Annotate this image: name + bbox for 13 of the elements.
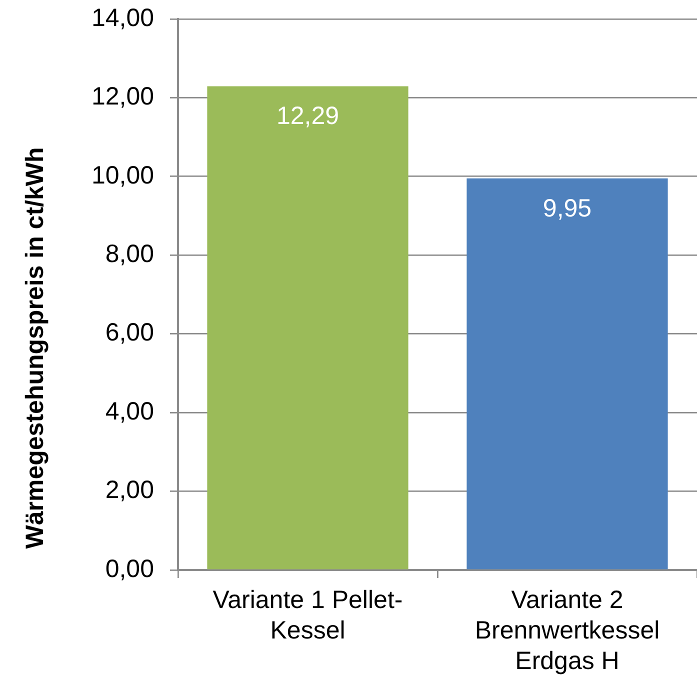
y-tick-label: 8,00: [105, 240, 154, 268]
y-tick-label: 14,00: [91, 4, 154, 32]
y-tick-label: 6,00: [105, 318, 154, 347]
data-label: 9,95: [542, 194, 592, 222]
data-label: 12,29: [276, 102, 340, 130]
y-tick-label: 2,00: [105, 476, 154, 504]
y-tick-label: 10,00: [91, 161, 154, 190]
x-tick-label: Variante 2 Brennwertkessel Erdgas H: [474, 586, 660, 676]
y-tick-label: 4,00: [105, 397, 154, 426]
y-tick-label: 12,00: [91, 82, 154, 111]
y-tick-label: 0,00: [105, 554, 154, 583]
x-tick-label: Variante 1 Pellet-Kessel: [212, 586, 403, 645]
y-axis-title: Wärmegestehungspreis in ct/kWh: [20, 147, 49, 549]
